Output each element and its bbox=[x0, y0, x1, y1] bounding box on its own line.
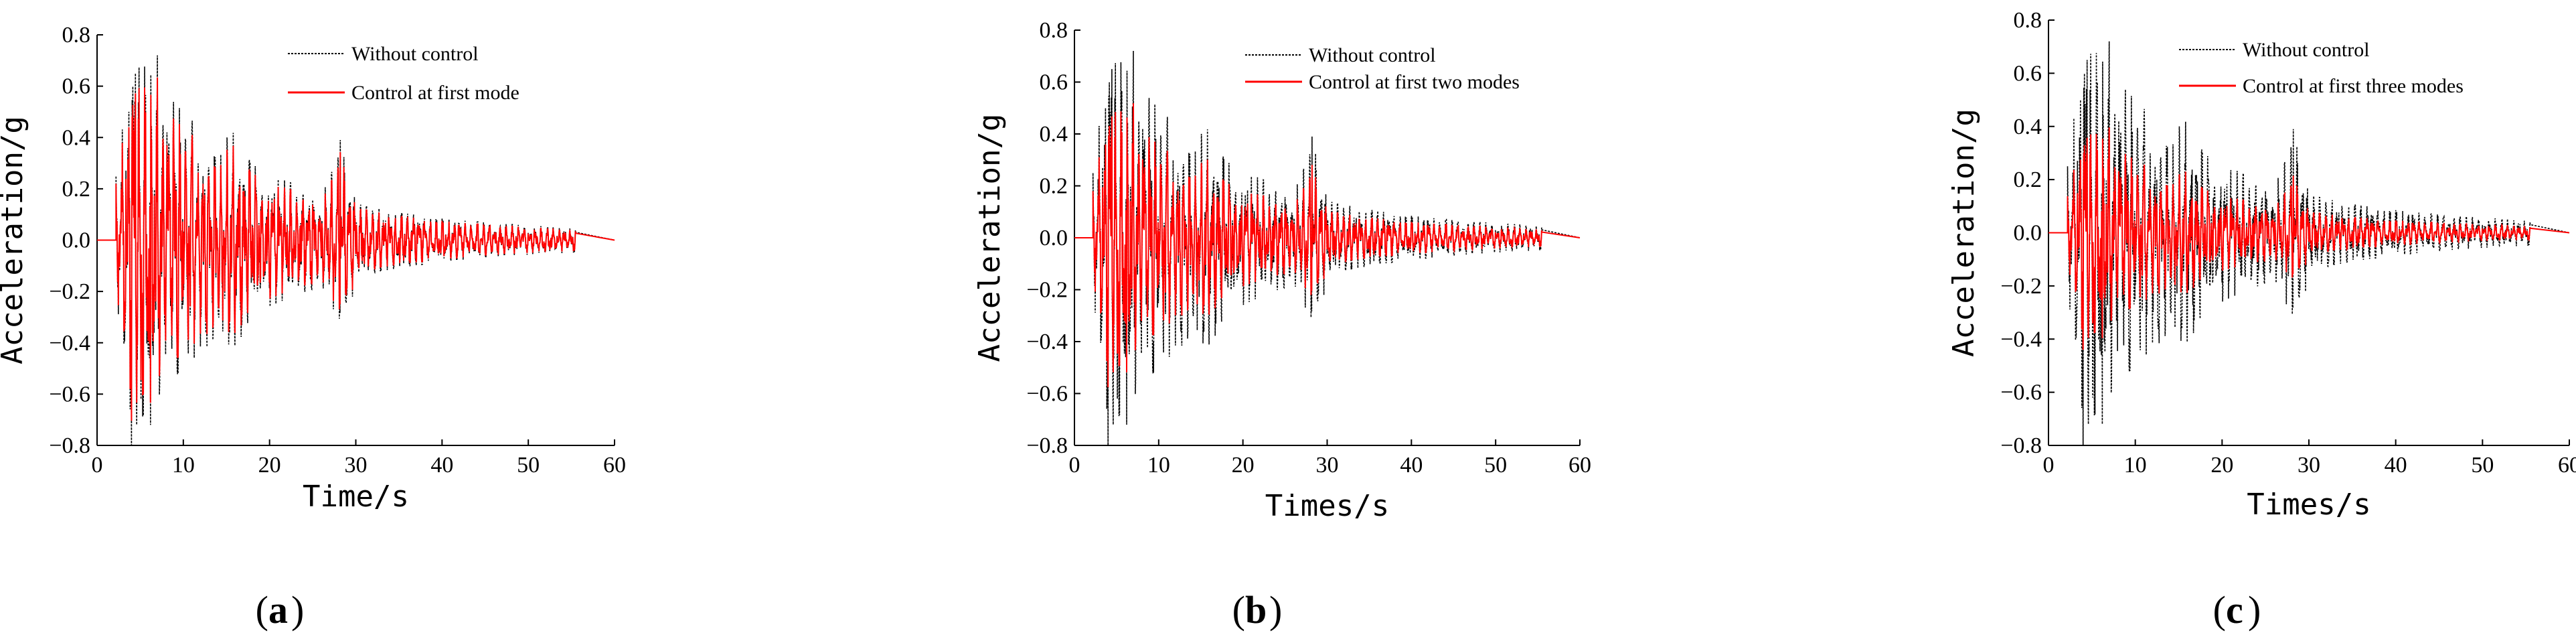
y-tick-label: −0.8 bbox=[49, 433, 90, 458]
x-axis-label: Times/s bbox=[2247, 488, 2370, 522]
y-tick-label: −0.6 bbox=[2000, 380, 2042, 405]
y-tick-label: 0.2 bbox=[62, 177, 91, 202]
x-tick-label: 20 bbox=[1232, 453, 1255, 478]
caption-b-label: b bbox=[1245, 588, 1267, 632]
x-tick-label: 30 bbox=[345, 453, 368, 478]
x-axis-label: Time/s bbox=[303, 480, 409, 514]
x-tick-label: 40 bbox=[1400, 453, 1423, 478]
series-control bbox=[97, 77, 615, 421]
legend-label-control: Control at first mode bbox=[351, 82, 519, 104]
series-without-control bbox=[97, 55, 615, 446]
y-tick-label: 0.6 bbox=[2014, 61, 2042, 86]
panel-a: ( a ) bbox=[256, 588, 305, 632]
caption-b-open: ( bbox=[1232, 588, 1245, 632]
x-tick-label: 60 bbox=[603, 453, 626, 478]
y-tick-label: −0.8 bbox=[2000, 433, 2042, 458]
y-tick-label: −0.8 bbox=[1026, 433, 1068, 458]
y-tick-label: 0.2 bbox=[1040, 174, 1068, 199]
caption-a-close: ) bbox=[291, 588, 304, 632]
x-tick-label: 0 bbox=[2043, 453, 2055, 478]
y-tick-label: 0.4 bbox=[2014, 115, 2042, 139]
y-tick-label: 0.6 bbox=[62, 74, 91, 99]
x-tick-label: 10 bbox=[2124, 453, 2147, 478]
legend-label-without-control: Without control bbox=[351, 43, 479, 65]
y-tick-label: −0.2 bbox=[1026, 278, 1068, 303]
chart-b: −0.8 −0.6 −0.4 −0.2 0.0 0.2 0.4 0.6 0.8 0 10 20 30 40… bbox=[973, 18, 1591, 523]
caption-b-close: ) bbox=[1269, 588, 1282, 632]
chart-c: −0.8 −0.6 −0.4 −0.2 0.0 0.2 0.4 0.6 0.8 0 10 20 30 40… bbox=[1947, 8, 2576, 522]
x-tick-label: 50 bbox=[517, 453, 540, 478]
y-tick-label: −0.2 bbox=[2000, 274, 2042, 299]
legend-label-control: Control at first two modes bbox=[1309, 71, 1520, 93]
x-axis-label: Times/s bbox=[1265, 489, 1389, 523]
y-tick-label: 0.0 bbox=[62, 228, 91, 253]
y-tick-label: 0.0 bbox=[2014, 221, 2042, 246]
caption-c-label: c bbox=[2226, 588, 2243, 632]
series-without-control bbox=[2048, 41, 2570, 446]
series-control bbox=[2048, 127, 2570, 350]
y-tick-label: 0.4 bbox=[62, 125, 91, 150]
panel-c: ( c ) bbox=[2213, 588, 2261, 632]
x-tick-label: 60 bbox=[2558, 453, 2576, 478]
series-control bbox=[1074, 103, 1581, 388]
y-axis-label: Acceleration/g bbox=[0, 116, 29, 364]
chart-a: −0.8 −0.6 −0.4 −0.2 0.0 0.2 0.4 0.6 0.8 0 10 20 30 40… bbox=[0, 23, 626, 514]
x-tick-label: 20 bbox=[2210, 453, 2233, 478]
y-axis-label: Acceleration/g bbox=[973, 114, 1007, 362]
x-tick-label: 50 bbox=[1484, 453, 1507, 478]
x-tick-label: 10 bbox=[172, 453, 195, 478]
y-tick-label: −0.4 bbox=[1026, 330, 1068, 354]
x-tick-label: 40 bbox=[2385, 453, 2407, 478]
x-tick-label: 20 bbox=[258, 453, 281, 478]
y-tick-label: −0.6 bbox=[1026, 382, 1068, 407]
y-tick-label: 0.4 bbox=[1040, 122, 1068, 147]
panel-b: ( b ) bbox=[1232, 588, 1283, 632]
x-tick-label: 10 bbox=[1147, 453, 1170, 478]
legend-label-without-control: Without control bbox=[1309, 44, 1436, 66]
caption-a-label: a bbox=[268, 588, 288, 632]
y-tick-label: 0.8 bbox=[1040, 18, 1068, 43]
x-tick-label: 30 bbox=[2298, 453, 2320, 478]
y-tick-label: 0.8 bbox=[62, 23, 91, 48]
y-tick-label: 0.0 bbox=[1040, 226, 1068, 251]
x-tick-label: 40 bbox=[430, 453, 453, 478]
x-tick-label: 0 bbox=[92, 453, 103, 478]
y-tick-label: 0.2 bbox=[2014, 167, 2042, 192]
x-tick-label: 30 bbox=[1316, 453, 1339, 478]
x-tick-label: 50 bbox=[2471, 453, 2494, 478]
y-tick-label: 0.6 bbox=[1040, 70, 1068, 95]
y-tick-label: −0.2 bbox=[49, 279, 90, 304]
legend-label-without-control: Without control bbox=[2243, 39, 2370, 61]
y-tick-label: −0.6 bbox=[49, 382, 90, 407]
y-axis-label: Acceleration/g bbox=[1947, 109, 1981, 357]
legend-label-control: Control at first three modes bbox=[2243, 75, 2464, 97]
caption-c-open: ( bbox=[2213, 588, 2226, 632]
caption-c-close: ) bbox=[2248, 588, 2261, 632]
x-tick-label: 60 bbox=[1568, 453, 1591, 478]
y-tick-label: 0.8 bbox=[2014, 8, 2042, 33]
caption-a-open: ( bbox=[256, 588, 268, 632]
y-tick-label: −0.4 bbox=[2000, 327, 2042, 352]
x-tick-label: 0 bbox=[1069, 453, 1080, 478]
y-tick-label: −0.4 bbox=[49, 331, 90, 356]
